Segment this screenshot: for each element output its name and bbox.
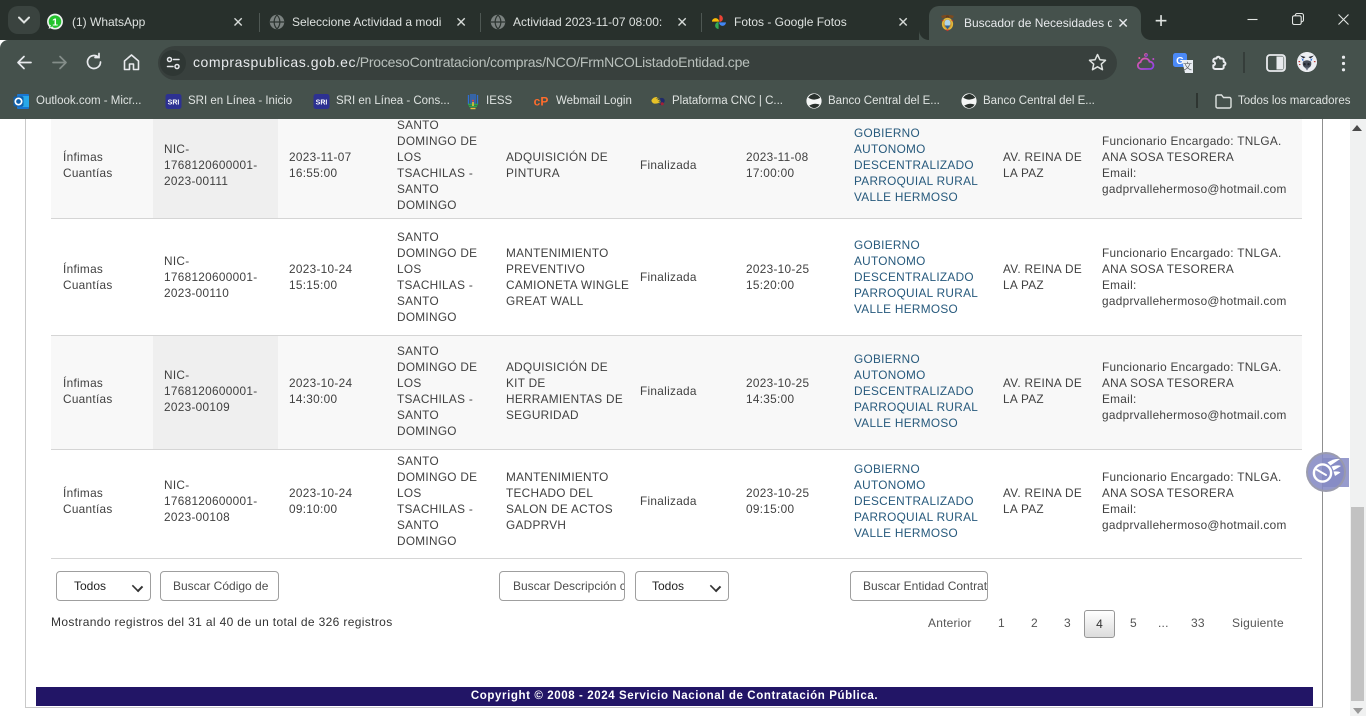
svg-text:文: 文 bbox=[1183, 61, 1192, 72]
svg-text:1: 1 bbox=[52, 16, 58, 28]
svg-text:SRI: SRI bbox=[316, 99, 328, 106]
svg-text:SRI: SRI bbox=[168, 99, 180, 106]
svg-text:G: G bbox=[1176, 56, 1184, 67]
svg-text:cP: cP bbox=[534, 95, 549, 109]
